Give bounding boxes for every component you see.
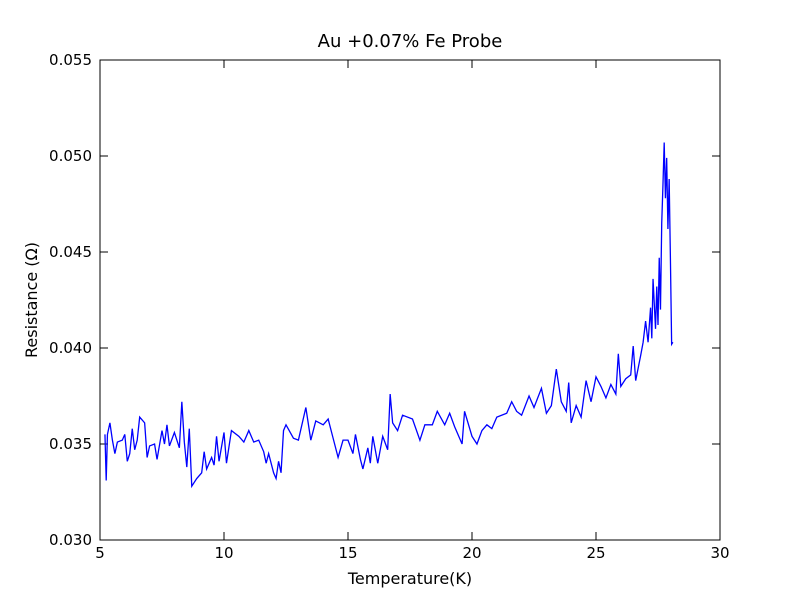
chart-title: Au +0.07% Fe Probe [318, 31, 503, 52]
x-tick-label: 30 [710, 544, 729, 562]
data-line [104, 142, 674, 489]
y-tick-label: 0.055 [49, 51, 92, 69]
y-tick-label: 0.050 [49, 147, 92, 165]
x-tick-label: 20 [462, 544, 481, 562]
y-axis-label: Resistance (Ω) [22, 242, 41, 358]
x-tick-label: 15 [338, 544, 357, 562]
y-tick-label: 0.040 [49, 339, 92, 357]
x-axis-label: Temperature(K) [347, 569, 472, 588]
y-tick-label: 0.030 [49, 531, 92, 549]
x-tick-label: 25 [586, 544, 605, 562]
y-tick-label: 0.045 [49, 243, 92, 261]
plot-frame [99, 59, 721, 541]
x-tick-label: 5 [95, 544, 105, 562]
y-tick-label: 0.035 [49, 435, 92, 453]
x-tick-label: 10 [214, 544, 233, 562]
